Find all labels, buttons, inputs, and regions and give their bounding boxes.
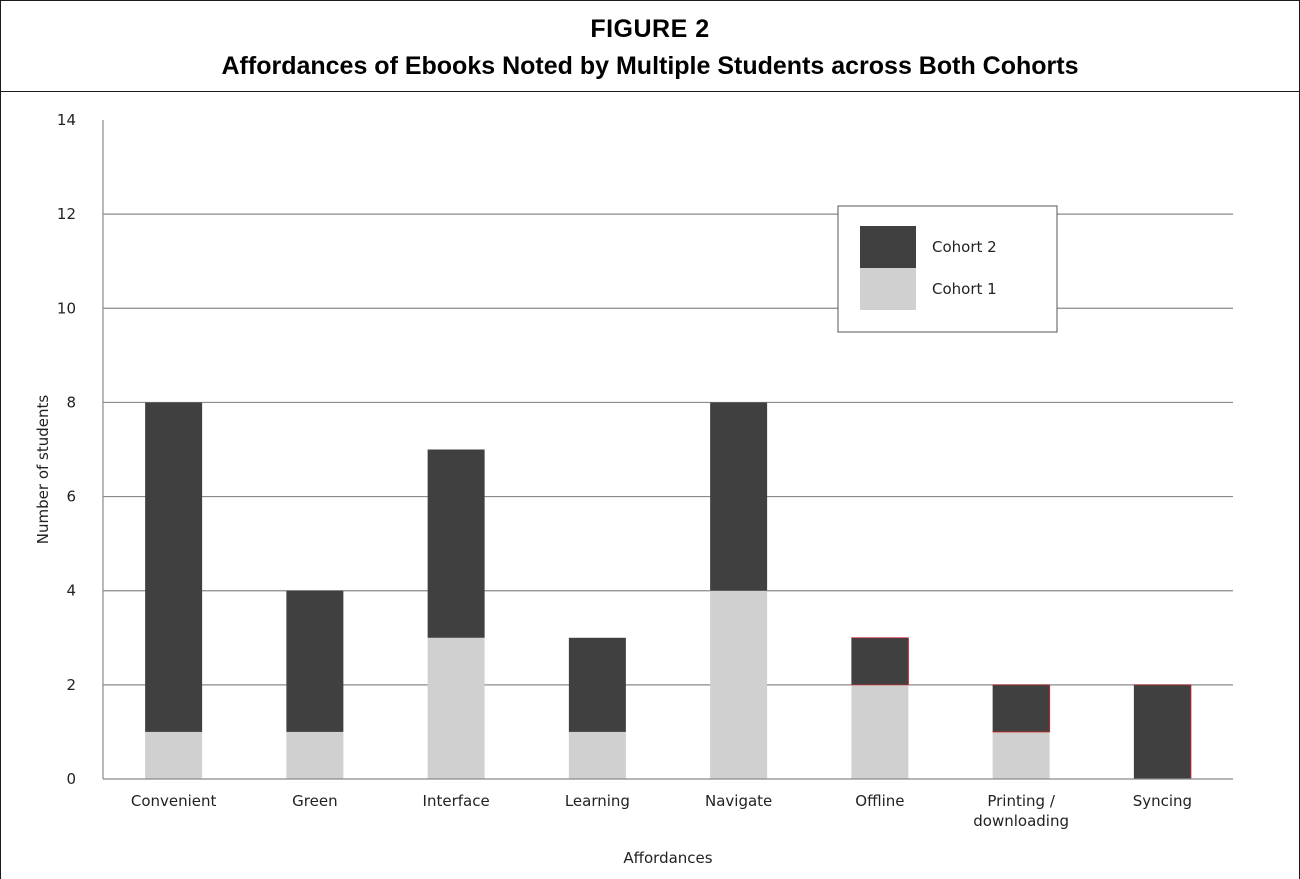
legend-label-cohort-1: Cohort 1 [932, 280, 997, 298]
bar-cohort2-green [286, 590, 344, 732]
y-tick-label-10: 10 [57, 299, 76, 317]
x-axis-title: Affordances [623, 849, 712, 867]
x-tick-label-6-1: downloading [973, 812, 1069, 830]
bar-cohort2-convenient [145, 402, 203, 732]
x-tick-label-5-0: Offline [855, 792, 904, 810]
bar-cohort2-navigate [710, 402, 768, 591]
x-tick-label-3-0: Learning [565, 792, 630, 810]
legend-swatch-cohort-2 [860, 226, 916, 268]
bar-cohort1-learning [568, 731, 626, 779]
legend: Cohort 2 Cohort 1 [837, 205, 1058, 333]
y-tick-label-4: 4 [66, 582, 76, 600]
x-tick-label-4-0: Navigate [705, 792, 772, 810]
bar-cohort1-navigate [710, 590, 768, 779]
y-tick-label-12: 12 [57, 205, 76, 223]
axes: 0 2 4 6 8 10 12 14 Convenient Green Interface Learn… [57, 111, 1233, 830]
x-tick-label-1-0: Green [292, 792, 337, 810]
x-tick-label-2-0: Interface [423, 792, 490, 810]
bar-cohort2-offline [851, 637, 909, 685]
bar-cohort1-convenient [145, 731, 203, 779]
bar-cohort1-green [286, 731, 344, 779]
y-tick-label-6: 6 [66, 488, 76, 506]
y-tick-label-8: 8 [66, 393, 76, 411]
x-tick-label-6-0: Printing / [987, 792, 1055, 810]
figure-label: FIGURE 2 [590, 15, 710, 43]
bar-cohort1-offline [851, 684, 909, 779]
y-tick-label-0: 0 [66, 770, 76, 788]
bar-cohort2-printing-downloading [992, 684, 1050, 732]
bar-cohort2-learning [568, 637, 626, 732]
legend-label-cohort-2: Cohort 2 [932, 238, 997, 256]
y-tick-label-14: 14 [57, 111, 76, 129]
bar-cohort2-interface [427, 449, 485, 638]
x-tick-label-0-0: Convenient [131, 792, 217, 810]
figure-title: Affordances of Ebooks Noted by Multiple … [221, 52, 1079, 80]
x-tick-label-7-0: Syncing [1133, 792, 1192, 810]
y-tick-label-2: 2 [66, 676, 76, 694]
bars [145, 402, 1192, 779]
bar-cohort1-printing-downloading [992, 731, 1050, 779]
y-axis-title: Number of students [34, 395, 52, 545]
bar-cohort1-interface [427, 637, 485, 779]
gridlines [103, 213, 1233, 686]
figure-header: FIGURE 2 Affordances of Ebooks Noted by … [0, 0, 1300, 92]
legend-swatch-cohort-1 [860, 268, 916, 310]
bar-cohort2-syncing [1133, 684, 1191, 779]
